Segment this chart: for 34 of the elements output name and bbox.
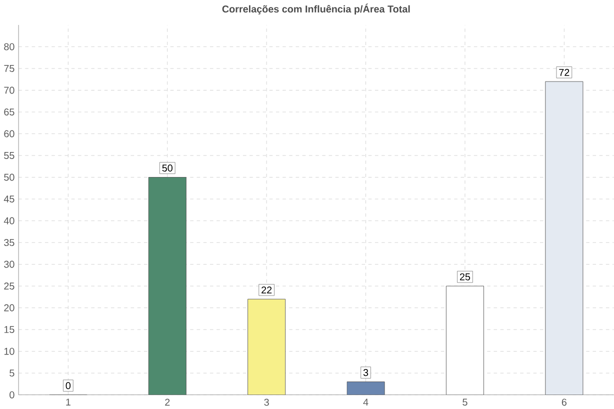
- y-tick-label: 65: [4, 108, 14, 116]
- y-tick-label: 75: [4, 64, 14, 72]
- y-tick-label: 70: [4, 86, 14, 94]
- x-tick-label: 4: [363, 398, 368, 406]
- y-tick-label: 20: [4, 304, 14, 312]
- y-tick-label: 50: [4, 174, 14, 181]
- y-tick-label: 35: [4, 238, 14, 246]
- data-label: 25: [460, 273, 470, 280]
- y-tick-label: 30: [4, 260, 14, 268]
- data-label: 3: [363, 368, 368, 376]
- y-tick-label: 55: [4, 152, 14, 159]
- x-tick-label: 3: [264, 398, 269, 406]
- y-tick-label: 0: [10, 391, 14, 398]
- y-tick-label: 15: [4, 326, 14, 333]
- x-tick-label: 2: [165, 398, 170, 406]
- y-tick-label: 40: [4, 217, 14, 224]
- chart-title: Correlações com Influência p/Área Total: [222, 3, 410, 14]
- data-label: 0: [66, 382, 71, 389]
- x-tick-label: 6: [562, 398, 566, 406]
- y-tick-label: 80: [4, 43, 14, 50]
- data-label: 50: [162, 164, 172, 172]
- x-tick-label: 1: [66, 398, 70, 406]
- y-tick-label: 60: [4, 130, 14, 138]
- bar: [148, 176, 186, 395]
- bar: [545, 81, 584, 395]
- y-tick-label: 25: [4, 282, 14, 290]
- bar: [248, 298, 286, 395]
- bar: [346, 381, 385, 395]
- x-tick-label: 5: [462, 398, 468, 406]
- data-label: 72: [559, 68, 570, 76]
- data-label: 22: [262, 286, 272, 294]
- y-tick-label: 5: [10, 369, 14, 376]
- y-tick-label: 45: [4, 195, 14, 202]
- y-tick-label: 10: [4, 348, 14, 355]
